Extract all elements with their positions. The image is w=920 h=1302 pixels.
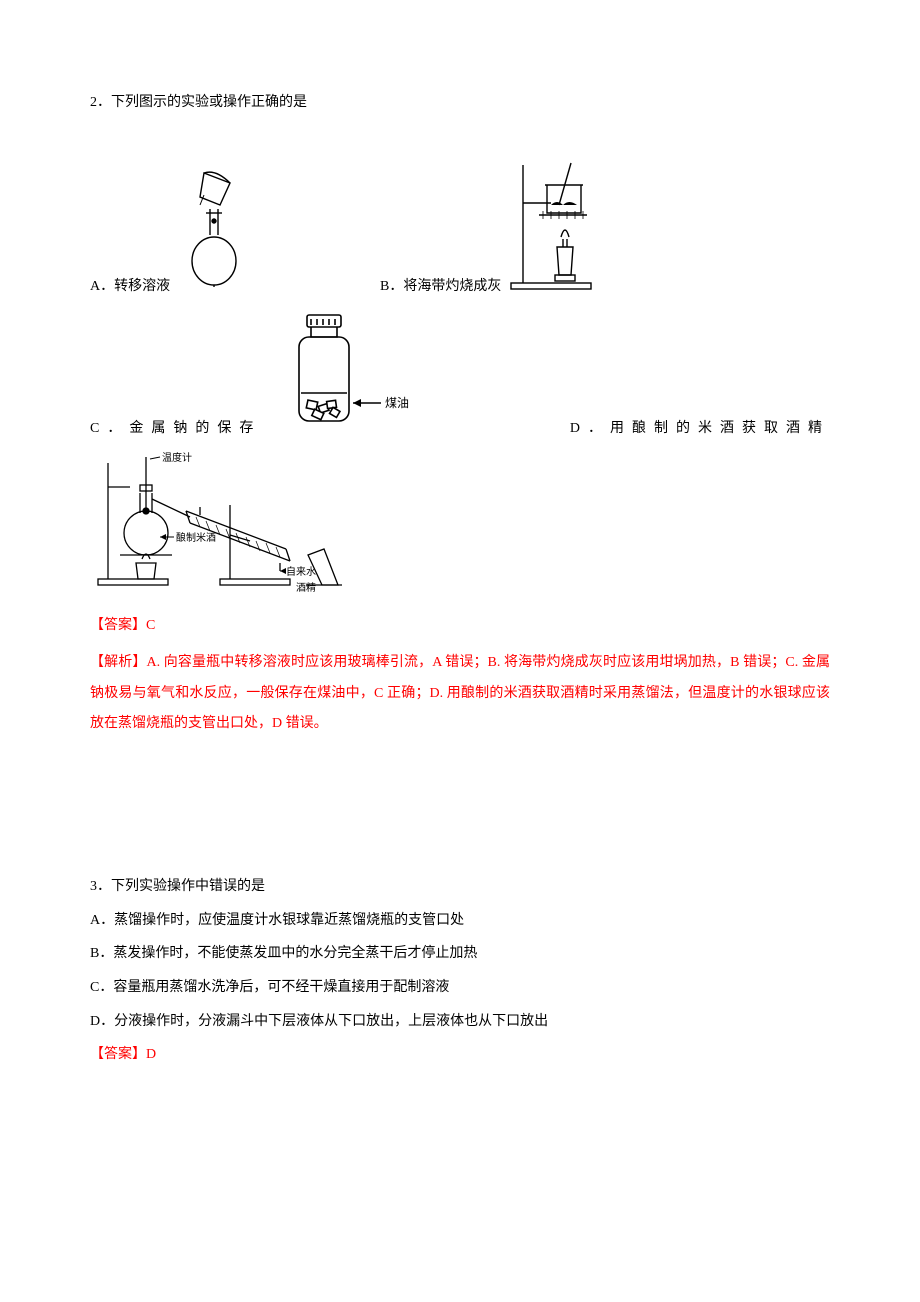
q2-stem: 2．下列图示的实验或操作正确的是 <box>90 90 830 115</box>
q3-block: 3．下列实验操作中错误的是 A．蒸馏操作时，应使温度计水银球靠近蒸馏烧瓶的支管口… <box>90 870 830 1072</box>
figure-b-svg <box>501 145 611 295</box>
q2-option-b: B．将海带灼烧成灰 <box>380 145 611 295</box>
fig-d-alcohol-label: 酒精 <box>296 581 316 594</box>
q3-a: A．蒸馏操作时，应使温度计水银球靠近蒸馏烧瓶的支管口处 <box>90 904 830 938</box>
fig-d-tapwater-label: 自来水 <box>286 565 316 578</box>
q2-option-a: A．转移溶液 <box>90 165 380 295</box>
figure-d-svg: 温度计 酿制米酒 自来水 酒精 <box>90 445 360 595</box>
q2-d-label: D．用酿制的米酒获取酒精 <box>570 417 830 437</box>
figure-a-svg <box>170 165 260 295</box>
kerosene-label: 煤油 <box>385 396 409 410</box>
q2-c-label: C．金属钠的保存 <box>90 417 261 437</box>
q3-c: C．容量瓶用蒸馏水洗净后，可不经干燥直接用于配制溶液 <box>90 971 830 1005</box>
section-gap <box>90 740 830 870</box>
q2-b-label: B．将海带灼烧成灰 <box>380 275 501 295</box>
q2-options-ab: A．转移溶液 B．将海带灼烧成灰 <box>90 145 830 295</box>
q2-option-c: C．金属钠的保存 <box>90 307 441 437</box>
figure-c-svg: 煤油 <box>261 307 441 437</box>
q2-a-label: A．转移溶液 <box>90 275 170 295</box>
q3-d: D．分液操作时，分液漏斗中下层液体从下口放出，上层液体也从下口放出 <box>90 1005 830 1039</box>
q2-analysis: 【解析】A. 向容量瓶中转移溶液时应该用玻璃棒引流，A 错误；B. 将海带灼烧成… <box>90 648 830 740</box>
q3-answer: 【答案】D <box>90 1038 830 1072</box>
q3-b: B．蒸发操作时，不能使蒸发皿中的水分完全蒸干后才停止加热 <box>90 937 830 971</box>
q2-answer: 【答案】C <box>90 613 830 640</box>
fig-d-thermometer-label: 温度计 <box>162 451 192 464</box>
fig-d-ricewine-label: 酿制米酒 <box>176 531 216 544</box>
q2-figure-d: 温度计 酿制米酒 自来水 酒精 <box>90 445 830 595</box>
q3-stem: 3．下列实验操作中错误的是 <box>90 870 830 904</box>
q2-option-c-row: C．金属钠的保存 <box>90 307 830 437</box>
